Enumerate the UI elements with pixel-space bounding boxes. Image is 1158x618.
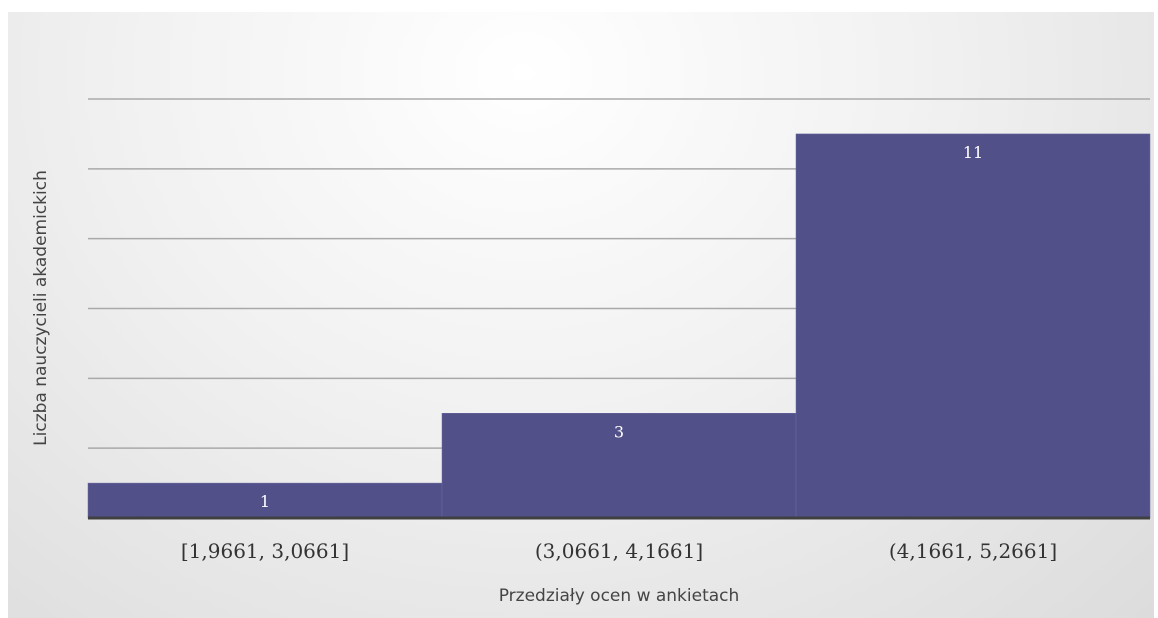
x-axis-title: Przedziały ocen w ankietach — [499, 586, 740, 606]
data-label: 1 — [260, 492, 270, 511]
y-axis-title: Liczba nauczycieli akademickich — [31, 170, 51, 446]
x-tick-label: (3,0661, 4,1661] — [535, 539, 703, 563]
bar-3 — [795, 133, 1151, 519]
x-tick-label: [1,9661, 3,0661] — [181, 539, 349, 563]
x-tick-label: (4,1661, 5,2661] — [889, 539, 1057, 563]
data-label: 3 — [614, 422, 624, 441]
bar-2 — [441, 413, 797, 519]
data-label: 11 — [963, 143, 983, 162]
